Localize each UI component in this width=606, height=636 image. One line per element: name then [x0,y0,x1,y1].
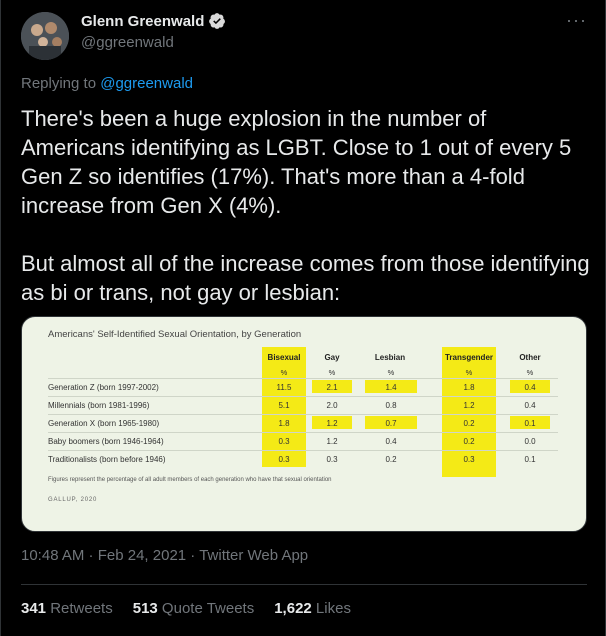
table-cell: 0.1 [524,419,536,428]
table-cell: 1.4 [385,383,397,392]
table-cell: 1.2 [326,419,338,428]
column-header-other: Other [519,353,541,362]
table-cell: 1.2 [326,437,338,446]
column-header-transgender: Transgender [444,353,493,362]
table-cell: 5.1 [278,401,290,410]
author-handle[interactable]: @ggreenwald [81,34,174,51]
unit-lesbian: % [387,368,395,377]
row-label: Baby boomers (born 1946-1964) [48,437,164,446]
column-header-gay: Gay [324,353,340,362]
table-cell: 0.4 [524,401,536,410]
verified-badge-icon [209,13,226,29]
quote-tweets-label: Quote Tweets [157,600,255,617]
tweet-client[interactable]: Twitter Web App [199,547,309,564]
table-rule [48,450,558,451]
table-cell: 0.3 [463,455,475,464]
table-cell: 1.8 [463,383,475,392]
author-name[interactable]: Glenn Greenwald [81,12,205,30]
replying-prefix: Replying to [21,75,101,92]
table-cell: 0.2 [463,419,475,428]
column-header-lesbian: Lesbian [374,353,406,362]
divider [21,584,587,585]
highlight-genx-gay [312,416,352,429]
table-rule [48,396,558,397]
likes-stat[interactable]: 1,622 Likes [274,600,351,617]
avatar-photo-icon [21,12,69,60]
likes-label: Likes [311,600,351,617]
table-rule [48,414,558,415]
highlight-genx-other [510,416,550,429]
row-label: Millennials (born 1981-1996) [48,401,150,410]
row-label: Traditionalists (born before 1946) [48,455,166,464]
highlight-transgender-column [442,347,496,477]
author-name-row: Glenn Greenwald [81,12,226,30]
row-label: Generation X (born 1965-1980) [48,419,160,428]
table-cell: 0.3 [278,455,290,464]
column-header-bisexual: Bisexual [267,353,301,362]
table-cell: 0.7 [385,419,397,428]
quote-tweets-count: 513 [132,600,158,617]
replying-to-link[interactable]: @ggreenwald [100,75,194,92]
table-footnote: Figures represent the percentage of all … [48,477,332,483]
tweet-time[interactable]: 10:48 AM [21,547,85,564]
meta-separator: · [84,547,98,564]
retweets-label: Retweets [46,600,113,617]
table-cell: 0.1 [524,455,536,464]
highlight-genz-gay [312,380,352,393]
unit-transgender: % [465,368,473,377]
unit-other: % [526,368,534,377]
table-rule [48,432,558,433]
tweet-text: There's been a huge explosion in the num… [21,104,591,307]
tweet-paragraph-2: But almost all of the increase comes fro… [21,251,590,305]
table-cell: 0.0 [524,437,536,446]
table-cell: 1.2 [463,401,475,410]
retweets-count: 341 [21,600,47,617]
unit-bisexual: % [280,368,288,377]
tweet-date[interactable]: Feb 24, 2021 [97,547,187,564]
table-cell: 0.4 [385,437,397,446]
highlight-genz-lesbian [365,380,417,393]
tweet-paragraph-1: There's been a huge explosion in the num… [21,106,572,218]
tweet-stats: 341 Retweets 513 Quote Tweets 1,622 Like… [21,600,351,617]
quote-tweets-stat[interactable]: 513 Quote Tweets [133,600,254,617]
tweet-meta: 10:48 AM · Feb 24, 2021 · Twitter Web Ap… [21,547,308,564]
table-cell: 2.1 [326,383,338,392]
unit-gay: % [328,368,336,377]
table-title: Americans' Self-Identified Sexual Orient… [48,329,302,340]
table-cell: 0.3 [326,455,338,464]
table-cell: 1.8 [278,419,290,428]
table-cell: 0.8 [385,401,397,410]
more-options-icon[interactable]: ··· [566,10,587,30]
replying-to: Replying to @ggreenwald [21,75,193,92]
meta-separator: · [186,547,200,564]
retweets-stat[interactable]: 341 Retweets [21,600,113,617]
tweet-image[interactable]: Americans' Self-Identified Sexual Orient… [21,316,587,532]
table-rule [48,378,558,379]
table-cell: 0.4 [524,383,536,392]
table-source: GALLUP, 2020 [48,497,98,503]
table-cell: 0.2 [463,437,475,446]
highlight-genz-other [510,380,550,393]
table-cell: 2.0 [326,401,338,410]
avatar[interactable] [21,12,69,60]
table-cell: 0.3 [278,437,290,446]
table-cell: 11.5 [276,383,292,392]
likes-count: 1,622 [274,600,312,617]
highlight-bisexual-column [262,347,306,467]
table-cell: 0.2 [385,455,397,464]
row-label: Generation Z (born 1997-2002) [48,383,159,392]
highlight-genx-lesbian [365,416,417,429]
